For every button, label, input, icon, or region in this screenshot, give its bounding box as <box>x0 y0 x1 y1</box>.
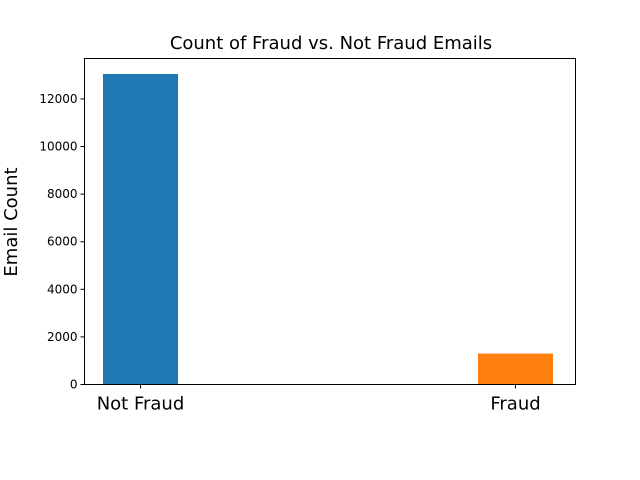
y-tick-label: 10000 <box>39 140 77 154</box>
bar-not-fraud <box>103 73 178 385</box>
y-tick-label: 2000 <box>47 330 78 344</box>
x-tick-label: Fraud <box>490 394 540 415</box>
y-tick-label: 8000 <box>47 187 78 201</box>
x-tick-label: Not Fraud <box>97 394 185 415</box>
y-tick-label: 12000 <box>39 92 77 106</box>
bars-group <box>103 73 553 385</box>
axes-frame <box>84 58 576 385</box>
y-axis-label: Email Count <box>1 167 22 276</box>
bar-fraud <box>478 353 553 385</box>
x-axis-ticks: Not Fraud Fraud <box>97 384 541 415</box>
y-tick-label: 4000 <box>47 282 78 296</box>
y-axis-ticks: 0 2000 4000 6000 8000 10000 12000 <box>39 92 85 392</box>
chart-title: Count of Fraud vs. Not Fraud Emails <box>170 33 492 54</box>
y-tick-label: 6000 <box>47 235 78 249</box>
y-tick-label: 0 <box>70 378 78 392</box>
